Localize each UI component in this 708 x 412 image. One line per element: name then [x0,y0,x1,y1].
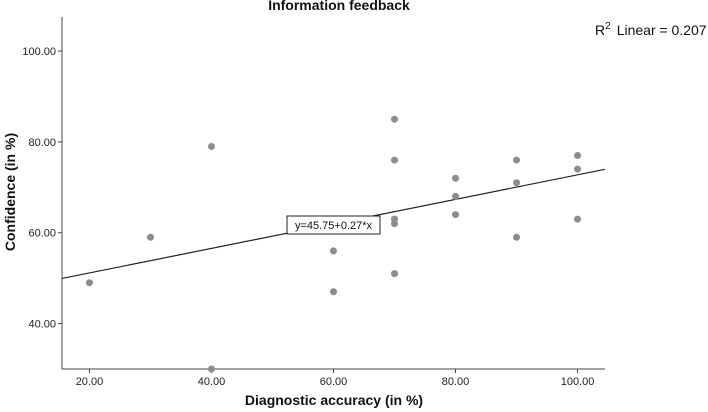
data-point [452,211,460,219]
y-tick-label: 80.00 [28,137,56,149]
y-tick-label: 100.00 [22,46,56,58]
data-point [391,270,399,278]
data-point [513,233,521,241]
plot-area: 20.00 40.00 60.00 80.00 100.00 40.00 60.00 80.0… [22,17,606,388]
data-point [391,115,399,123]
r2-value: Linear = 0.207 [617,22,707,38]
x-tick-label: 100.00 [561,376,595,388]
x-tick-label: 60.00 [320,376,348,388]
x-axis-title: Diagnostic accuracy (in %) [245,392,423,408]
data-point [85,279,93,287]
data-point [574,215,582,223]
x-tick-label: 80.00 [442,376,470,388]
r2-symbol: R [595,22,605,38]
data-point [330,288,337,296]
data-point [574,152,582,160]
data-point [330,247,337,255]
data-point [207,142,215,150]
data-point [452,174,460,182]
y-tick-label: 60.00 [28,228,56,240]
data-point [452,192,460,200]
r2-superscript: 2 [605,21,611,32]
data-point [146,233,154,241]
chart-title: Information feedback [268,0,410,13]
y-tick-label: 40.00 [28,319,56,331]
data-point [207,365,215,373]
equation-box [286,215,381,235]
equation-label: y=45.75+0.27*x [295,220,373,232]
y-axis-title: Confidence (in %) [2,133,18,251]
data-point [513,156,521,164]
data-point [391,220,399,228]
data-point [513,179,521,187]
r2-annotation: R2 Linear = 0.207 [595,21,707,38]
data-point [574,165,582,173]
x-tick-label: 20.00 [76,376,104,388]
data-point [391,156,399,164]
x-tick-label: 40.00 [198,376,226,388]
